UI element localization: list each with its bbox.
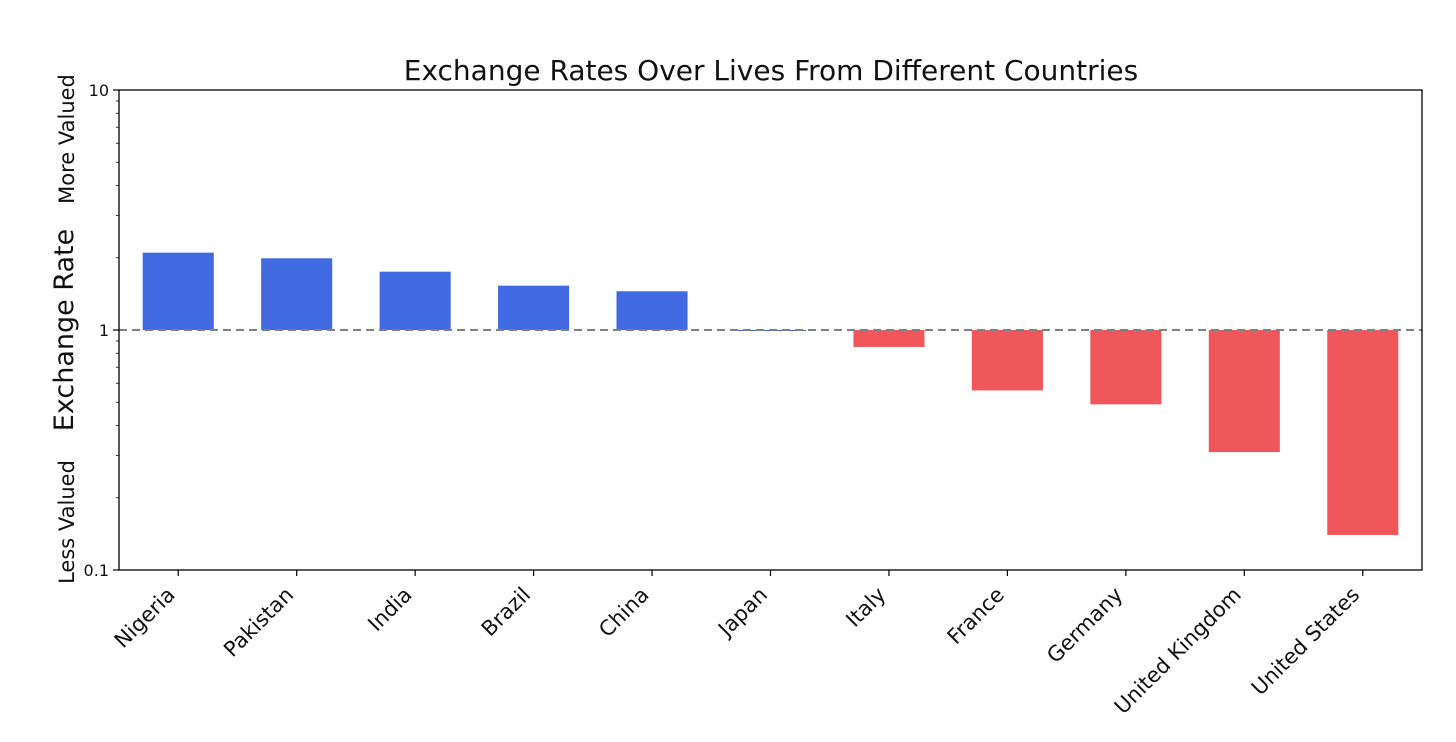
y-axis-label-group: Exchange Rate More Valued Less Valued (49, 74, 80, 584)
y-ticks-group: 0.1 1 10 (84, 81, 119, 580)
x-tick-label: India (363, 583, 416, 636)
x-tick-label: Japan (712, 583, 772, 643)
y-axis-label-top: More Valued (55, 74, 79, 204)
bar-pakistan (261, 258, 333, 330)
y-axis-label: Exchange Rate (49, 229, 80, 431)
x-tick-label: France (943, 583, 1009, 649)
bar-india (379, 271, 451, 330)
x-tick-label: Pakistan (219, 583, 298, 662)
x-tick-label: China (594, 583, 653, 642)
x-ticks-group: Nigeria Pakistan India Brazil China Japan Ital… (110, 570, 1365, 719)
bar-france (971, 330, 1043, 391)
y-tick-label: 0.1 (84, 561, 109, 580)
x-tick-label: Italy (841, 583, 890, 632)
bar-nigeria (142, 252, 214, 330)
bar-united-kingdom (1208, 330, 1280, 453)
x-tick-label: Germany (1042, 583, 1127, 668)
y-tick-label: 1 (99, 321, 109, 340)
bar-germany (1090, 330, 1162, 405)
bars-group (142, 252, 1399, 535)
y-tick-label: 10 (89, 81, 109, 100)
bar-china (616, 291, 688, 330)
y-axis-label-bottom: Less Valued (55, 460, 79, 584)
chart-title: Exchange Rates Over Lives From Different… (404, 54, 1138, 87)
bar-italy (853, 330, 925, 347)
x-tick-label: Nigeria (110, 583, 180, 653)
bar-brazil (498, 285, 570, 330)
bar-united-states (1327, 330, 1399, 535)
x-tick-label: United States (1247, 583, 1365, 701)
x-tick-label: Brazil (477, 583, 535, 641)
x-tick-label: United Kingdom (1110, 583, 1246, 719)
